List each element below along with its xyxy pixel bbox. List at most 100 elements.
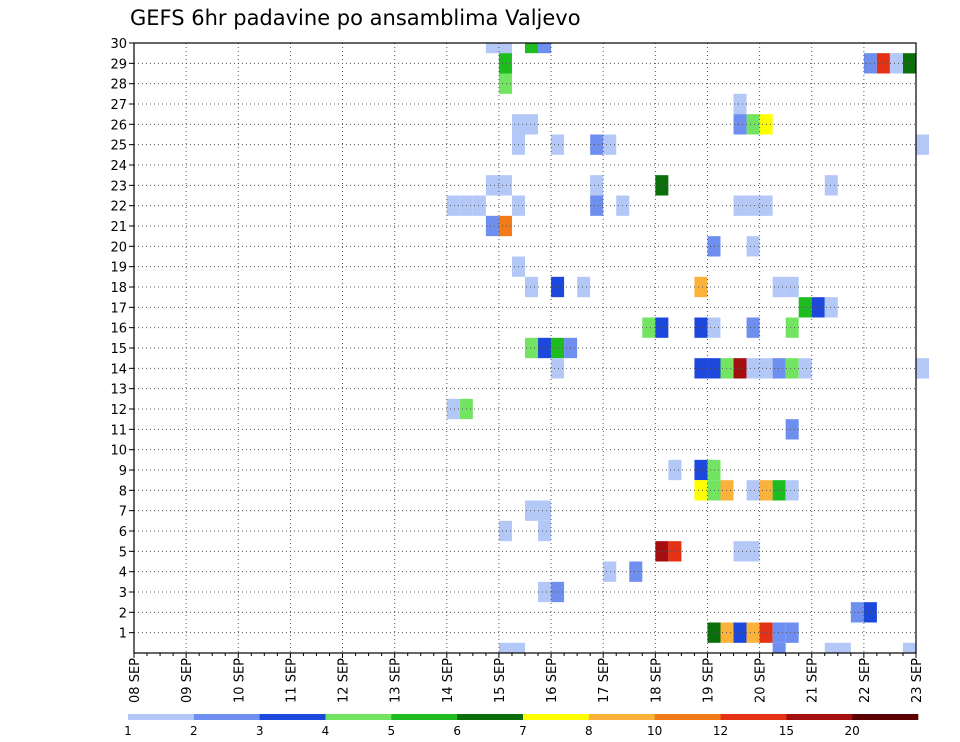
heatmap-cell xyxy=(733,541,747,562)
y-tick-label: 18 xyxy=(110,281,127,296)
heatmap-cell xyxy=(498,175,512,196)
heatmap-cell xyxy=(525,337,539,359)
legend-swatch xyxy=(457,714,524,720)
x-tick-label: 21 SEP xyxy=(806,658,821,703)
heatmap-cell xyxy=(785,276,799,298)
heatmap-cell xyxy=(746,480,760,501)
legend-label: 12 xyxy=(713,724,728,738)
x-tick-label: 19 SEP xyxy=(701,658,716,703)
legend-label: 6 xyxy=(453,724,461,738)
heatmap-cell xyxy=(694,358,708,379)
y-tick-label: 10 xyxy=(110,444,127,459)
heatmap-cell xyxy=(498,520,512,542)
legend-swatch xyxy=(128,714,195,720)
heatmap-cell xyxy=(746,358,760,379)
heatmap-cell xyxy=(733,195,747,216)
legend-label: 7 xyxy=(519,724,527,738)
legend-label: 2 xyxy=(190,724,198,738)
y-tick-label: 16 xyxy=(110,322,127,337)
y-tick-label: 7 xyxy=(119,505,127,520)
heatmap-cell xyxy=(746,236,760,257)
legend-swatch xyxy=(852,714,919,720)
heatmap-cell xyxy=(707,358,721,379)
heatmap-cell xyxy=(733,622,747,643)
heatmap-cell xyxy=(720,358,734,379)
heatmap-cell xyxy=(772,480,786,501)
heatmap-cell xyxy=(538,500,552,521)
heatmap-cell xyxy=(538,337,552,359)
heatmap-cell xyxy=(577,276,591,298)
y-tick-label: 3 xyxy=(119,586,127,601)
y-tick-label: 23 xyxy=(110,179,127,194)
heatmap-cell xyxy=(551,134,565,155)
y-tick-label: 24 xyxy=(110,159,127,174)
y-tick-label: 6 xyxy=(119,525,127,540)
y-tick-label: 4 xyxy=(119,566,127,581)
x-tick-label: 22 SEP xyxy=(858,658,873,703)
heatmap-cell xyxy=(798,297,812,318)
heatmap-cell xyxy=(850,602,864,623)
legend-label: 10 xyxy=(647,724,662,738)
heatmap-cell xyxy=(485,215,499,237)
x-tick-label: 13 SEP xyxy=(389,658,404,703)
heatmap-cell xyxy=(916,358,930,379)
heatmap-cell xyxy=(551,337,565,359)
heatmap-cell xyxy=(902,642,916,653)
heatmap-cell xyxy=(720,622,734,643)
heatmap-cell xyxy=(446,195,460,216)
heatmap-cell xyxy=(498,43,512,54)
legend-swatch xyxy=(523,714,590,720)
heatmap-cell xyxy=(902,53,916,74)
heatmap-cell xyxy=(746,195,760,216)
heatmap-cell xyxy=(707,480,721,501)
heatmap-cell xyxy=(603,134,617,155)
heatmap-cell xyxy=(733,358,747,379)
y-tick-label: 30 xyxy=(110,37,127,52)
legend-label: 4 xyxy=(322,724,330,738)
heatmap-cell xyxy=(785,317,799,338)
heatmap-cell xyxy=(694,480,708,501)
heatmap-cell xyxy=(824,175,838,196)
heatmap-cell xyxy=(916,134,930,155)
legend-swatch xyxy=(325,714,392,720)
heatmap-cell xyxy=(498,53,512,74)
y-tick-label: 20 xyxy=(110,240,127,255)
heatmap-cell xyxy=(485,43,499,54)
heatmap-cell xyxy=(525,43,539,54)
x-tick-label: 17 SEP xyxy=(597,658,612,703)
legend-label: 8 xyxy=(585,724,593,738)
heatmap-cell xyxy=(772,642,786,653)
heatmap-cell xyxy=(733,114,747,135)
heatmap-cell xyxy=(707,622,721,643)
heatmap-cell xyxy=(694,276,708,298)
heatmap-cell xyxy=(785,419,799,440)
heatmap-cell xyxy=(824,642,838,653)
x-tick-label: 18 SEP xyxy=(649,658,664,703)
y-tick-label: 1 xyxy=(119,627,127,642)
heatmap-cell xyxy=(590,195,604,216)
legend-label: 20 xyxy=(845,724,860,738)
heatmap-cell xyxy=(785,480,799,501)
heatmap-cell xyxy=(590,134,604,155)
heatmap-cell xyxy=(837,642,851,653)
heatmap-cell xyxy=(746,622,760,643)
y-tick-label: 22 xyxy=(110,200,127,215)
legend-swatch xyxy=(720,714,787,720)
x-tick-label: 09 SEP xyxy=(180,658,195,703)
legend-swatch xyxy=(391,714,458,720)
legend-label: 15 xyxy=(779,724,794,738)
x-tick-label: 23 SEP xyxy=(910,658,925,703)
y-tick-label: 29 xyxy=(110,57,127,72)
heatmap-cell xyxy=(772,276,786,298)
legend-label: 3 xyxy=(256,724,264,738)
heatmap-cell xyxy=(876,53,890,74)
y-tick-label: 17 xyxy=(110,301,127,316)
heatmap-cell xyxy=(538,520,552,542)
x-tick-label: 15 SEP xyxy=(493,658,508,703)
heatmap-cell xyxy=(798,358,812,379)
legend-swatch xyxy=(588,714,655,720)
heatmap-cell xyxy=(525,276,539,298)
heatmap-cell xyxy=(694,317,708,338)
y-tick-label: 28 xyxy=(110,78,127,93)
